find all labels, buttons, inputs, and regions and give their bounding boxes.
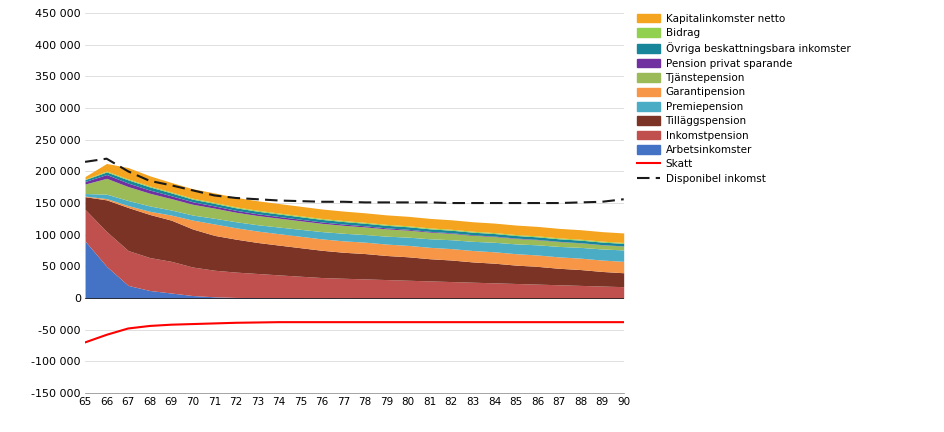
Legend: Kapitalinkomster netto, Bidrag, Övriga beskattningsbara inkomster, Pension priva: Kapitalinkomster netto, Bidrag, Övriga b… (633, 10, 852, 187)
